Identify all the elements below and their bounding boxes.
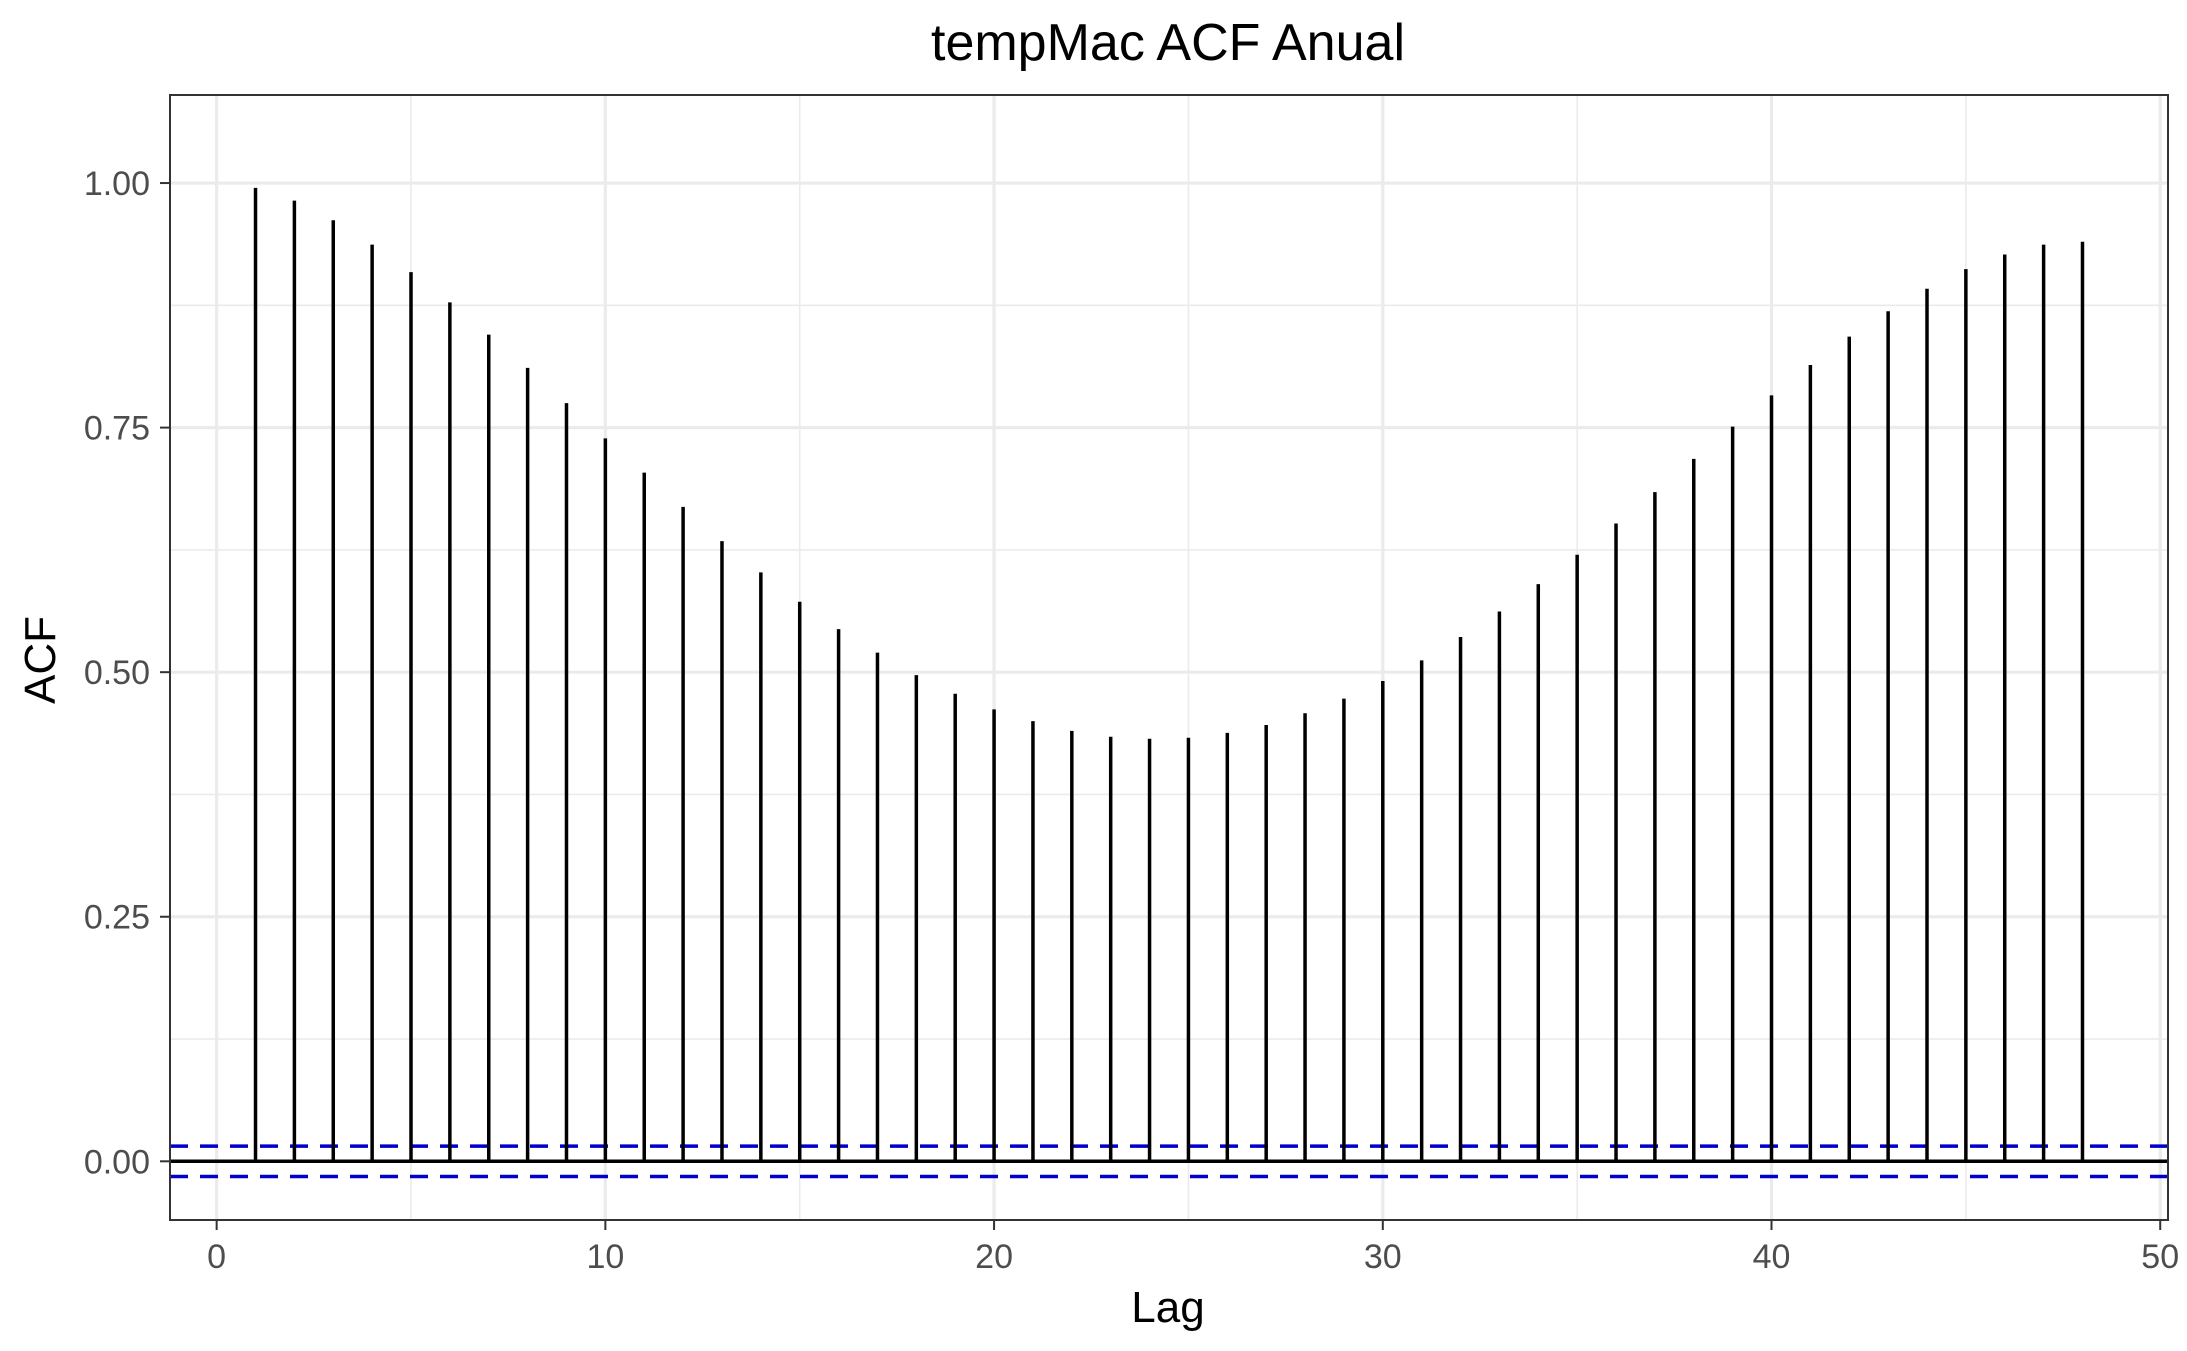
chart-title: tempMac ACF Anual	[931, 14, 1405, 72]
x-axis-title: Lag	[1131, 1283, 1204, 1332]
y-tick-label: 0.25	[84, 899, 150, 937]
y-tick-label: 1.00	[84, 165, 150, 203]
x-axis: 0 10 20 30 40 50	[207, 1220, 2179, 1276]
acf-bars	[253, 187, 2085, 1162]
x-tick-label: 0	[207, 1238, 226, 1276]
x-tick-label: 10	[586, 1238, 624, 1276]
panel-border	[169, 94, 2169, 1221]
y-axis-title: ACF	[16, 616, 65, 704]
x-tick-label: 40	[1753, 1238, 1791, 1276]
x-tick-label: 20	[975, 1238, 1013, 1276]
x-tick-label: 30	[1364, 1238, 1402, 1276]
y-tick-label: 0.50	[84, 654, 150, 692]
y-tick-label: 0.00	[84, 1143, 150, 1181]
y-axis: 0.00 0.25 0.50 0.75 1.00	[84, 165, 170, 1181]
grid-lines	[170, 95, 2168, 1220]
y-tick-label: 0.75	[84, 410, 150, 448]
confidence-bounds	[170, 1144, 2168, 1179]
x-tick-label: 50	[2141, 1238, 2179, 1276]
